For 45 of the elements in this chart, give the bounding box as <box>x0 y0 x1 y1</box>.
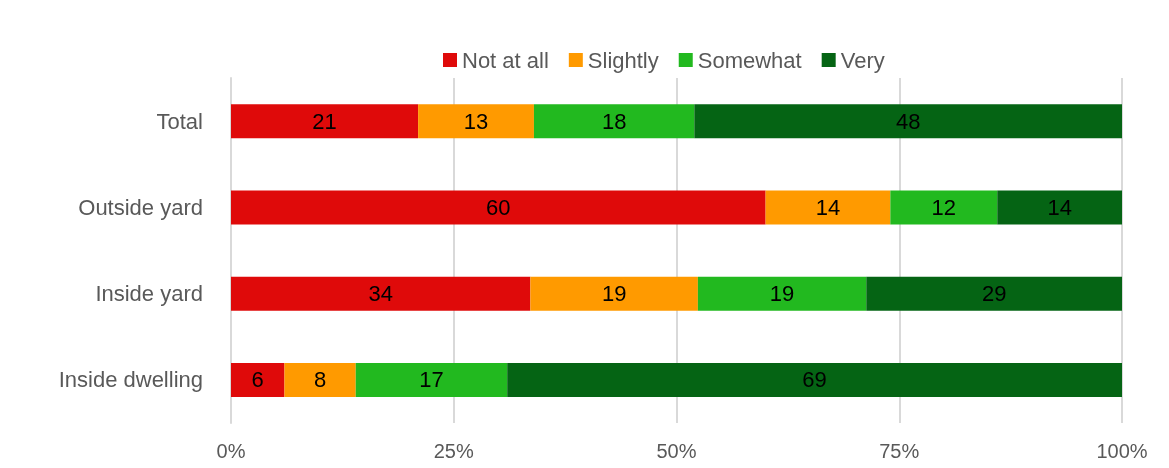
data-label: 19 <box>601 281 627 307</box>
bar <box>997 190 1122 225</box>
data-label: 8 <box>313 367 327 393</box>
data-label: 48 <box>895 108 921 134</box>
data-label: 34 <box>368 281 393 307</box>
bar <box>355 362 508 397</box>
data-label: 14 <box>815 194 841 220</box>
bar <box>697 276 867 311</box>
bar <box>694 104 1122 139</box>
bar <box>765 190 891 225</box>
bar <box>507 362 1122 397</box>
data-label: 29 <box>981 281 1007 307</box>
y-tick-label: Inside dwelling <box>58 367 203 393</box>
data-label: 12 <box>931 194 957 220</box>
data-label: 19 <box>769 281 795 307</box>
x-tick-label: 100% <box>1096 440 1148 462</box>
data-label: 6 <box>251 367 264 393</box>
data-label: 18 <box>601 108 627 134</box>
x-tick-label: 75% <box>879 440 920 462</box>
bar <box>231 362 285 397</box>
legend-label: Somewhat <box>697 47 802 73</box>
bar <box>866 276 1122 311</box>
bar <box>530 276 698 311</box>
data-label: 21 <box>312 108 337 134</box>
data-label: 69 <box>802 367 827 393</box>
y-tick-label: Inside yard <box>95 281 203 307</box>
x-tick-label: 50% <box>656 440 697 462</box>
x-tick-label: 25% <box>433 440 474 462</box>
data-label: 13 <box>463 108 489 134</box>
bar <box>890 190 998 225</box>
bar <box>284 362 356 397</box>
bar <box>231 190 766 225</box>
data-label: 17 <box>419 367 444 393</box>
data-label: 14 <box>1047 194 1072 220</box>
data-label: 60 <box>486 194 511 220</box>
bar <box>533 104 695 139</box>
y-tick-label: Total <box>156 108 203 134</box>
legend-label: Slightly <box>587 47 659 73</box>
bar <box>231 276 531 311</box>
bar <box>418 104 534 139</box>
x-tick-label: 0% <box>216 440 246 462</box>
y-tick-label: Outside yard <box>78 194 203 220</box>
legend-label: Very <box>840 47 885 73</box>
legend-label: Not at all <box>462 47 549 73</box>
bar <box>231 104 419 139</box>
